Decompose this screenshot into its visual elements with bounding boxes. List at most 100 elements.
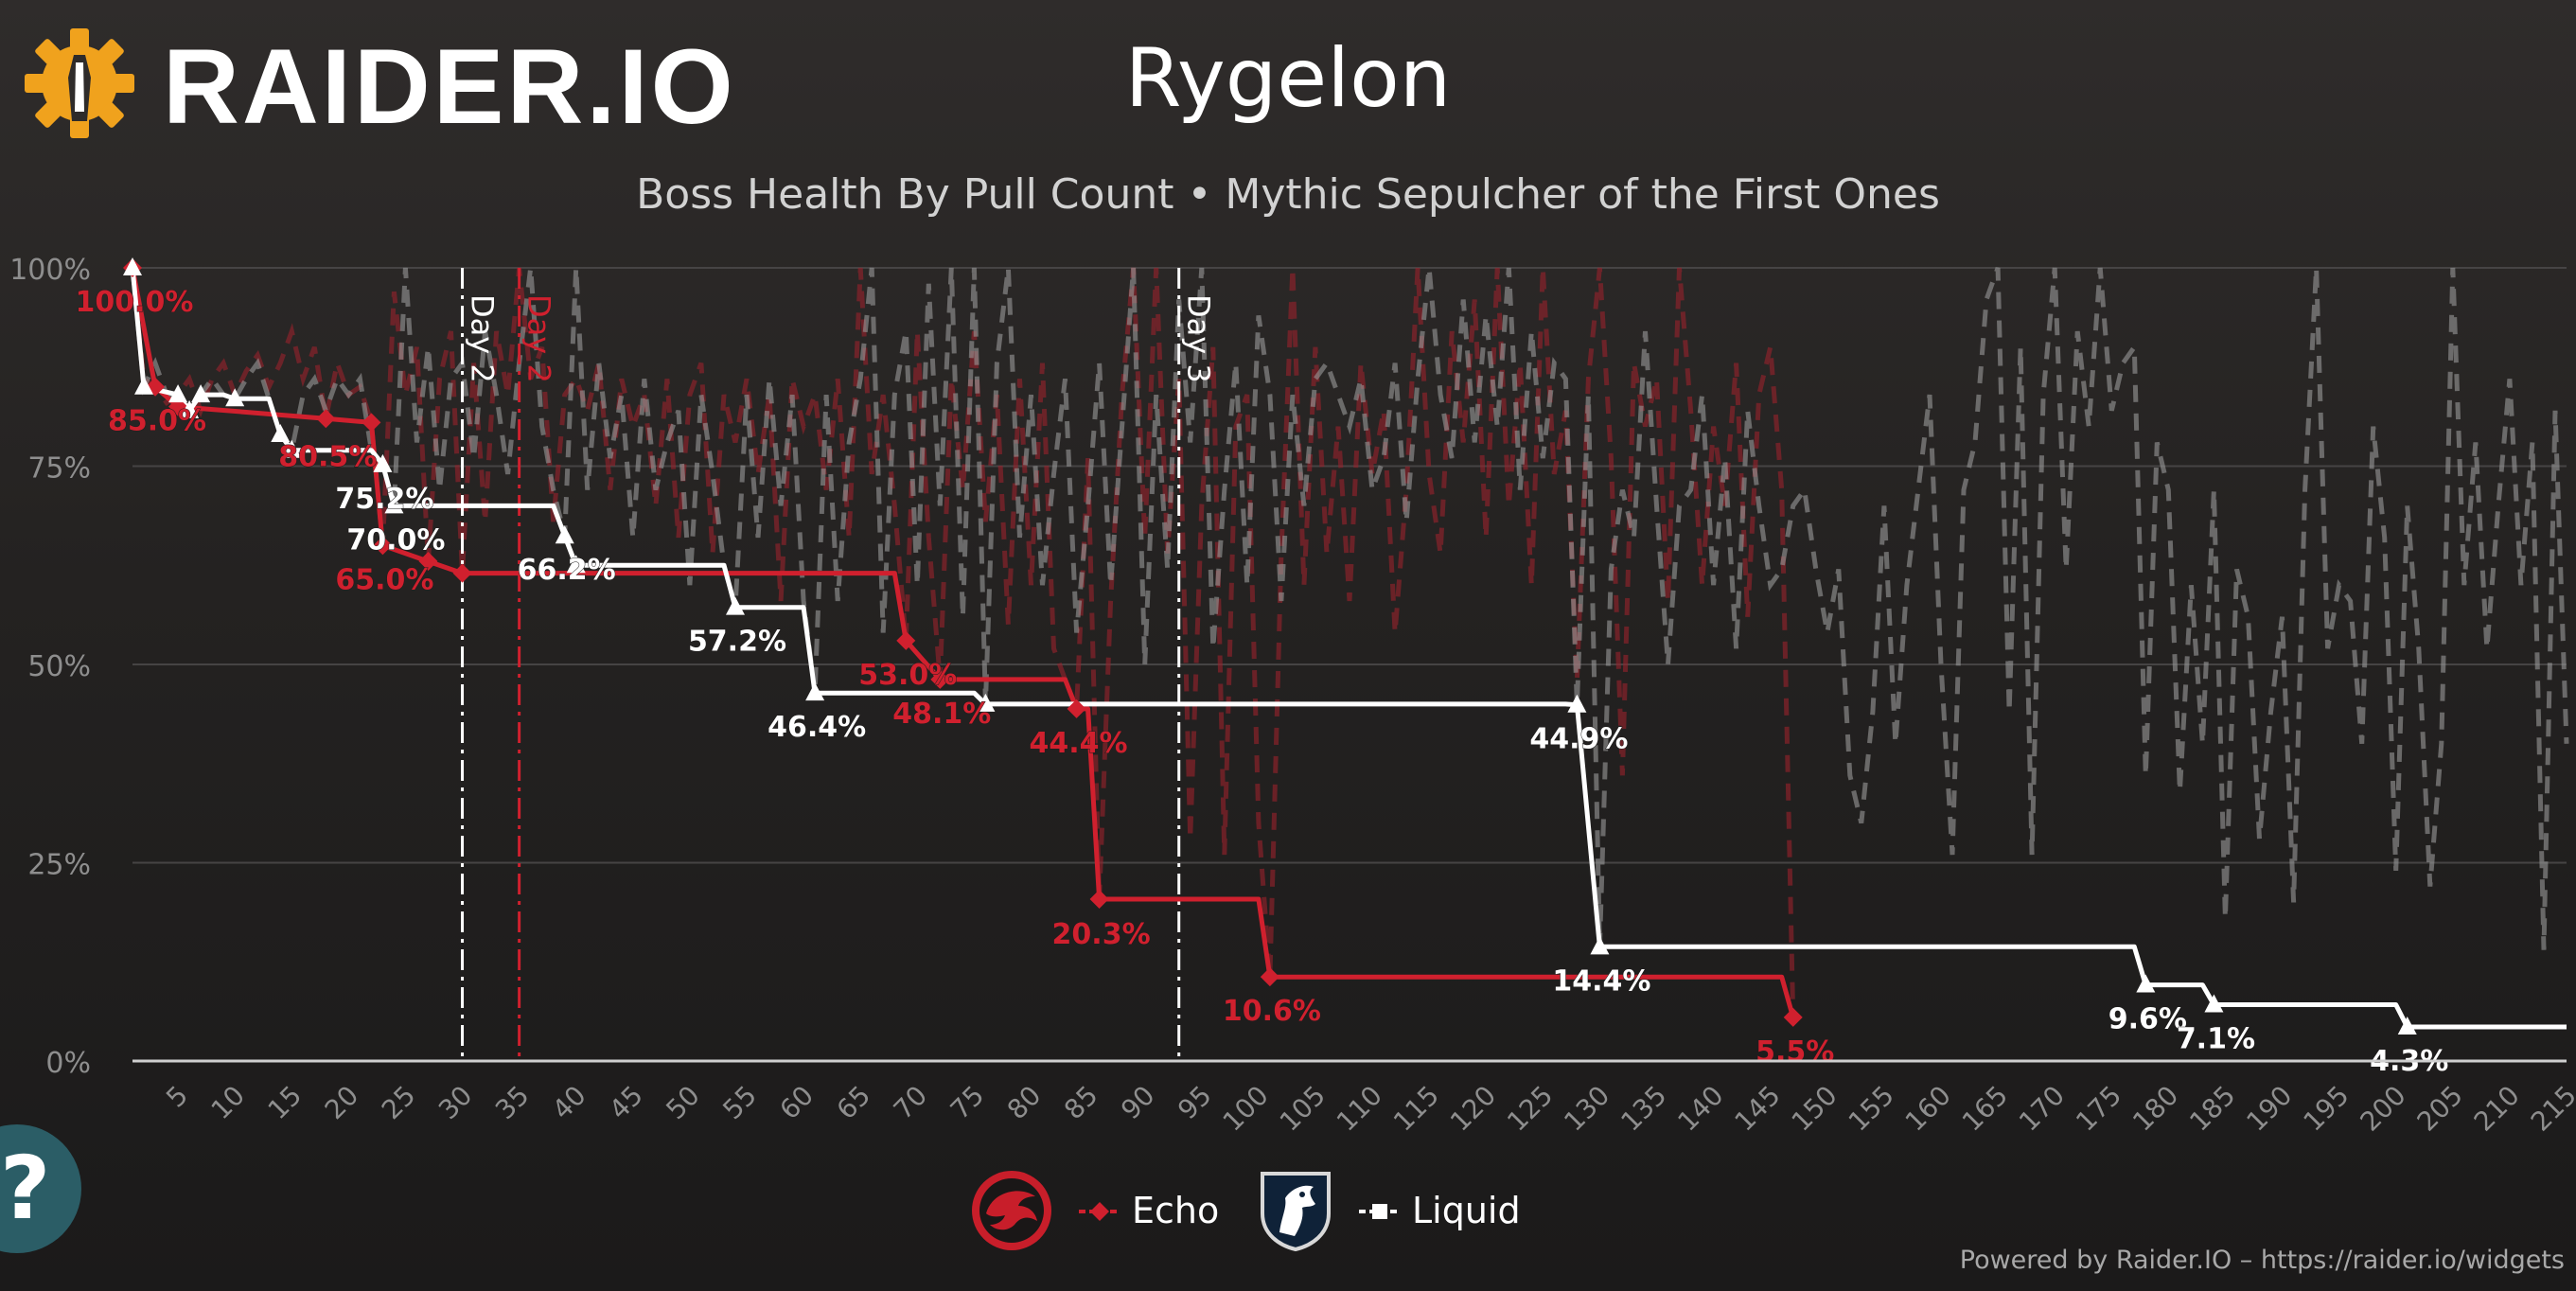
x-axis-ticks: 5 10 15 20 25 30 35 40 45 50 55 60 65 70 75 80 85 90 95100…	[160, 1080, 2576, 1138]
echo-pull-marker	[418, 552, 438, 572]
x-tick-label: 210	[2468, 1080, 2526, 1138]
echo-progress-label: 5.5%	[1756, 1035, 1834, 1069]
day-marker-label: Day 3	[1181, 294, 1217, 383]
x-tick-label: 90	[1115, 1080, 1161, 1126]
echo-progress-label: 85.0%	[108, 405, 206, 438]
liquid-pull-marker	[123, 257, 142, 275]
y-tick-label: 50%	[27, 650, 91, 683]
echo-pull-marker	[452, 563, 472, 583]
legend-item-liquid[interactable]: Liquid	[1253, 1166, 1632, 1257]
progress-markers	[123, 257, 2417, 1035]
liquid-pull-marker	[271, 423, 291, 442]
echo-pull-marker	[1067, 699, 1086, 718]
x-tick-label: 115	[1387, 1080, 1445, 1138]
y-axis-ticks: 0% 25% 50% 75% 100%	[9, 254, 91, 1080]
echo-progress-label: 100.0%	[76, 286, 194, 319]
liquid-legend-marker-icon	[1359, 1204, 1401, 1219]
help-glyph: ?	[0, 1138, 51, 1239]
x-tick-label: 5	[160, 1080, 194, 1114]
x-tick-label: 155	[1843, 1080, 1900, 1138]
x-tick-label: 145	[1729, 1080, 1787, 1138]
legend-label-echo: Echo	[1132, 1190, 1220, 1231]
progress-labels: 100.0% 85.0% 80.5% 65.0% 53.0% 48.1% 44.4% 20.3…	[75, 286, 2449, 1079]
x-tick-label: 215	[2525, 1080, 2576, 1138]
x-tick-label: 55	[716, 1080, 763, 1126]
x-tick-label: 105	[1274, 1080, 1332, 1138]
echo-pull-marker	[896, 630, 916, 650]
x-tick-label: 45	[603, 1080, 649, 1126]
x-tick-label: 140	[1671, 1080, 1729, 1138]
liquid-progress-label: 66.2%	[518, 554, 616, 587]
liquid-progress-label: 14.4%	[1552, 964, 1650, 998]
echo-progress-label: 44.4%	[1030, 727, 1128, 760]
x-tick-label: 85	[1058, 1080, 1104, 1126]
liquid-progress-label: 46.4%	[768, 711, 866, 744]
raiderio-brand: RAIDER.IO	[23, 25, 733, 144]
x-tick-label: 160	[1899, 1080, 1957, 1138]
echo-pull-marker	[930, 669, 950, 689]
x-tick-label: 80	[1001, 1080, 1048, 1126]
liquid-pull-marker	[282, 439, 302, 458]
x-tick-label: 75	[944, 1080, 991, 1126]
liquid-pull-marker	[566, 555, 586, 574]
powered-by-link[interactable]: Powered by Raider.IO – https://raider.io…	[1959, 1246, 2565, 1275]
liquid-pull-marker	[976, 693, 996, 712]
liquid-pull-marker	[555, 525, 574, 544]
legend: Echo Liquid	[969, 1166, 1821, 1257]
x-tick-label: 185	[2183, 1080, 2241, 1138]
x-tick-label: 180	[2126, 1080, 2184, 1138]
legend-label-liquid: Liquid	[1412, 1190, 1521, 1231]
x-tick-label: 125	[1501, 1080, 1559, 1138]
liquid-progress-label: 44.9%	[1529, 723, 1628, 756]
day-marker-label: Day 2	[465, 294, 501, 383]
x-tick-label: 40	[546, 1080, 592, 1126]
liquid-pull-marker	[180, 399, 200, 418]
day-marker-label: Day 2	[521, 294, 557, 383]
liquid-pull-marker	[2397, 1016, 2417, 1035]
x-tick-label: 170	[2013, 1080, 2071, 1138]
y-tick-label: 0%	[45, 1047, 91, 1080]
echo-progress-label: 48.1%	[892, 698, 991, 731]
x-tick-label: 95	[1172, 1080, 1218, 1126]
x-tick-label: 190	[2240, 1080, 2298, 1138]
x-tick-label: 50	[660, 1080, 706, 1126]
best-line-echo	[130, 267, 1796, 1018]
x-tick-label: 130	[1558, 1080, 1615, 1138]
liquid-pull-marker	[2136, 974, 2156, 993]
echo-progress-label: 20.3%	[1052, 918, 1151, 951]
legend-item-echo[interactable]: Echo	[969, 1166, 1348, 1257]
x-tick-label: 165	[1956, 1080, 2014, 1138]
echo-pull-marker	[362, 413, 381, 433]
x-tick-label: 20	[319, 1080, 365, 1126]
liquid-progress-label: 7.1%	[2177, 1023, 2255, 1056]
liquid-pull-marker	[2204, 994, 2224, 1013]
chart-subtitle: Boss Health By Pull Count • Mythic Sepul…	[636, 170, 1940, 219]
liquid-pull-marker	[805, 682, 825, 701]
x-tick-label: 100	[1217, 1080, 1275, 1138]
echo-team-dragon-icon	[972, 1171, 1051, 1250]
raiderio-gear-icon	[25, 28, 134, 138]
liquid-progress-label: 75.2%	[335, 483, 433, 516]
liquid-pull-marker	[1590, 936, 1610, 955]
liquid-pull-marker	[225, 388, 245, 407]
x-tick-label: 35	[489, 1080, 536, 1126]
pull-line-liquid	[130, 267, 2569, 950]
echo-pull-marker	[1260, 967, 1279, 987]
echo-pull-marker	[1089, 890, 1109, 910]
echo-progress-label: 53.0%	[858, 659, 957, 692]
pull-line-echo	[130, 267, 1796, 1017]
echo-pull-marker	[316, 409, 336, 429]
echo-legend-marker-icon	[1079, 1202, 1120, 1221]
echo-progress-label: 10.6%	[1223, 995, 1321, 1028]
liquid-pull-marker	[191, 384, 211, 403]
x-tick-label: 135	[1614, 1080, 1672, 1138]
x-tick-label: 200	[2355, 1080, 2412, 1138]
liquid-progress-label: 9.6%	[2108, 1003, 2187, 1036]
x-tick-label: 120	[1444, 1080, 1502, 1138]
echo-pull-marker	[1783, 1007, 1803, 1027]
x-tick-label: 65	[831, 1080, 877, 1126]
y-tick-label: 75%	[27, 452, 91, 486]
liquid-pull-marker	[1567, 694, 1587, 713]
x-tick-label: 205	[2411, 1080, 2469, 1138]
